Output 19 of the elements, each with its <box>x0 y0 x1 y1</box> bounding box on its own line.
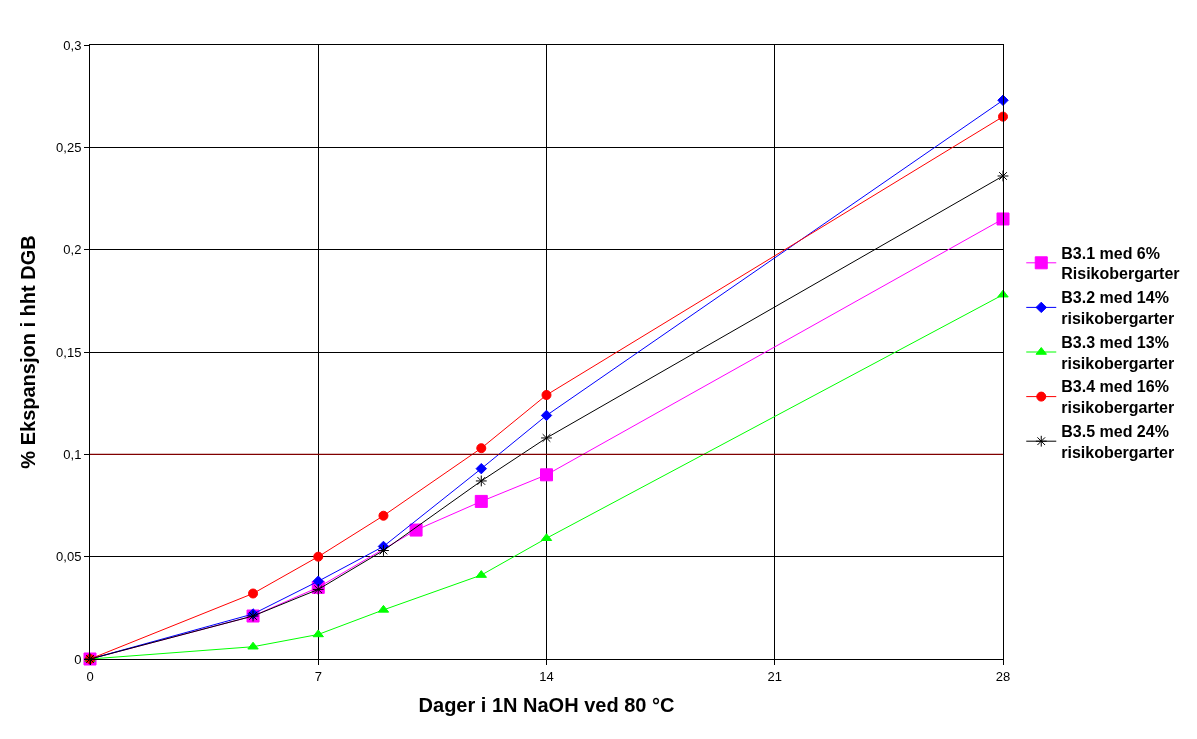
x-tick-label: 28 <box>995 668 1011 684</box>
legend-label: B3.1 med 6% Risikobergarter <box>1061 244 1180 283</box>
y-tick-label: 0,3 <box>63 37 82 53</box>
y-tick-label: 0,1 <box>63 446 82 462</box>
x-tick-label: 21 <box>767 668 782 684</box>
legend-label: B3.3 med 13% risikobergarter <box>1061 333 1175 372</box>
y-axis-title: % Ekspansjon i hht DGB <box>16 235 39 469</box>
x-tick-label: 14 <box>539 668 554 684</box>
y-tick-label: 0 <box>74 651 82 667</box>
y-tick-label: 0,15 <box>56 344 82 360</box>
legend-label: B3.4 med 16% risikobergarter <box>1061 378 1175 417</box>
y-tick-label: 0,05 <box>56 549 82 565</box>
x-tick-label: 0 <box>86 668 94 684</box>
x-axis-title: Dager i 1N NaOH ved 80 °C <box>418 694 675 717</box>
legend-label: B3.5 med 24% risikobergarter <box>1061 423 1175 461</box>
y-tick-label: 0,25 <box>56 139 82 155</box>
y-tick-label: 0,2 <box>63 242 82 258</box>
legend-label: B3.2 med 14% risikobergarter <box>1061 289 1175 328</box>
x-tick-label: 7 <box>314 668 322 684</box>
